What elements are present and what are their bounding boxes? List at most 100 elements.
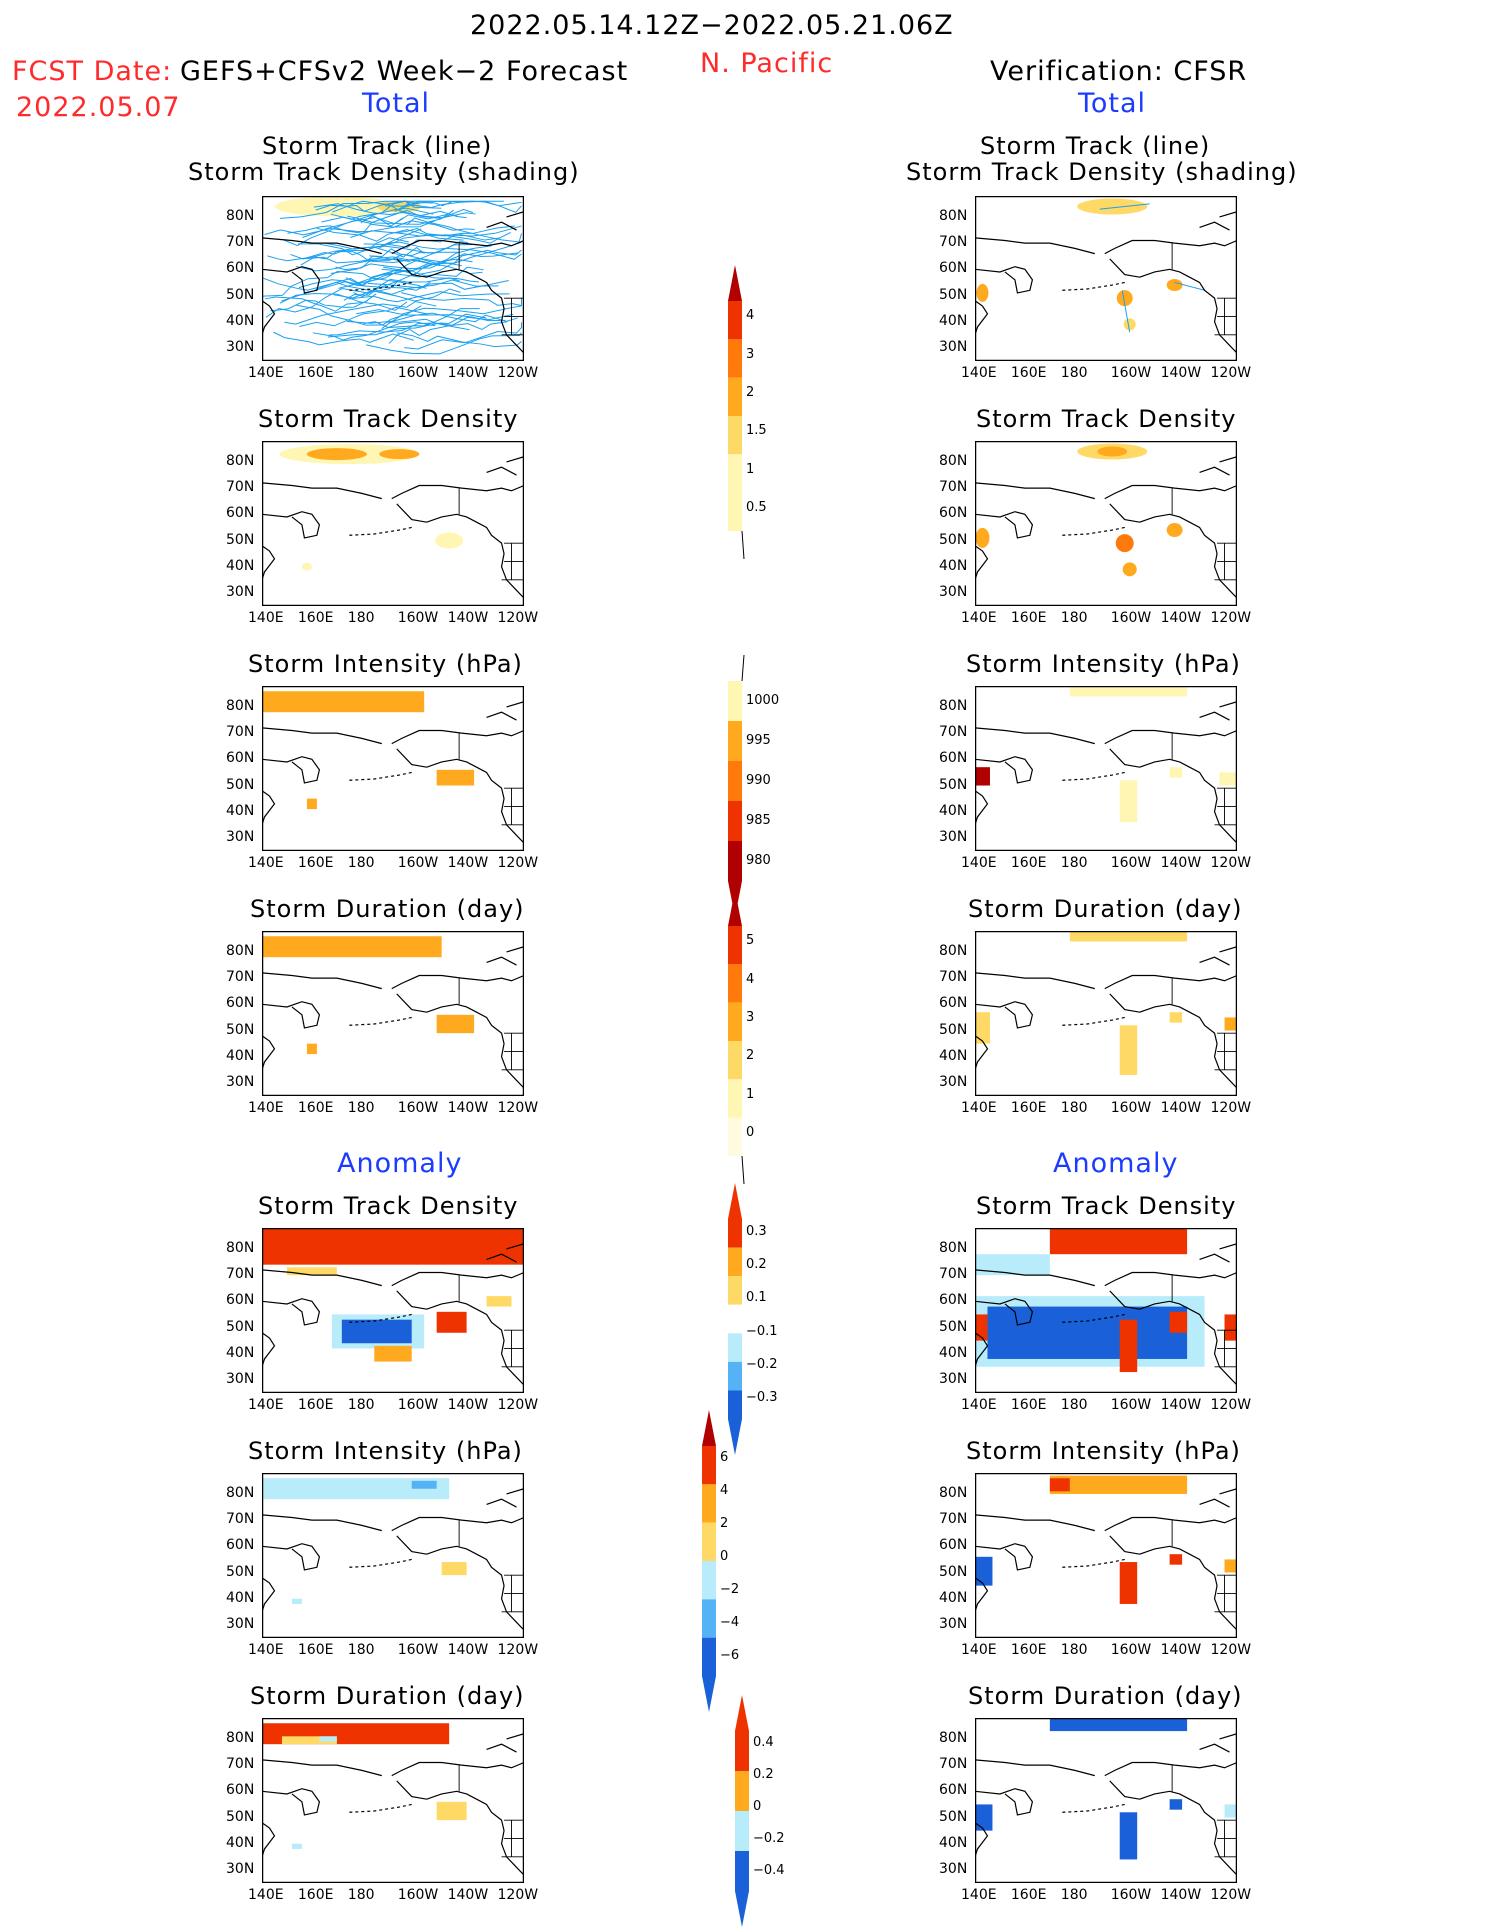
anom-cell <box>374 1345 412 1362</box>
anom-cell <box>436 1801 467 1821</box>
y-tick-label: 30N <box>939 1860 968 1877</box>
colorbar-segment <box>728 1304 742 1334</box>
map-frame <box>262 196 524 361</box>
map-frame <box>975 196 1237 361</box>
y-tick-label: 50N <box>226 1318 255 1335</box>
y-tick-label: 50N <box>939 1808 968 1825</box>
anom-cell <box>975 1254 1050 1276</box>
map-panel-R0 <box>975 196 1237 361</box>
y-tick-label: 40N <box>226 802 255 819</box>
density-fill <box>1122 562 1137 577</box>
density-fill <box>1115 534 1134 553</box>
y-tick-label: 80N <box>939 452 968 469</box>
intensity-cell <box>306 798 317 810</box>
x-tick-label: 140W <box>447 1100 489 1116</box>
colorbar-segment <box>735 1771 749 1811</box>
track-line <box>330 258 473 274</box>
y-tick-label: 40N <box>939 1047 968 1064</box>
y-tick-label: 30N <box>939 338 968 355</box>
y-tick-label: 40N <box>939 1589 968 1606</box>
map-panel-R1 <box>975 441 1237 606</box>
colorbar-tick-label: 4 <box>720 1483 729 1499</box>
track-line <box>290 237 409 260</box>
x-tick-label: 160E <box>1010 1887 1047 1903</box>
intensity-cell <box>1219 772 1237 786</box>
y-tick-label: 40N <box>939 557 968 574</box>
track-line <box>316 227 464 242</box>
colorbar-segment <box>728 721 742 761</box>
colorbar-segment <box>728 761 742 801</box>
colorbar-tick-label: −0.1 <box>746 1323 778 1339</box>
track-line <box>315 281 461 302</box>
colorbar-tick-label: 0 <box>753 1799 762 1814</box>
map-panel-L2 <box>262 686 524 851</box>
colorbar-segment <box>728 1390 742 1419</box>
x-tick-label: 140E <box>961 610 997 626</box>
y-tick-label: 30N <box>226 1370 255 1387</box>
x-tick-label: 160E <box>1010 610 1047 626</box>
x-tick-label: 120W <box>497 365 539 381</box>
x-tick-label: 140W <box>1160 610 1202 626</box>
y-tick-label: 50N <box>939 1021 968 1038</box>
track-line <box>381 312 518 329</box>
anom-cell <box>441 1562 467 1576</box>
x-tick-label: 140E <box>961 1397 997 1413</box>
x-tick-label: 140W <box>1160 1397 1202 1413</box>
anom-cell <box>1169 1554 1183 1565</box>
intensity-cell <box>975 767 990 786</box>
coastline <box>262 211 524 354</box>
fcst-date-label: FCST Date: <box>12 56 173 87</box>
x-tick-label: 180 <box>1060 855 1088 871</box>
map-frame <box>975 1718 1237 1883</box>
x-tick-label: 180 <box>347 365 375 381</box>
duration-cell <box>975 1012 990 1044</box>
colorbar-segment <box>702 1561 716 1600</box>
y-tick-label: 50N <box>939 776 968 793</box>
anom-cell <box>975 1556 993 1586</box>
anom-cell <box>291 1598 302 1604</box>
x-tick-label: 140E <box>248 365 284 381</box>
colorbar-segment <box>735 1811 749 1851</box>
track-line <box>356 305 522 315</box>
anom-cell <box>291 1843 302 1849</box>
x-tick-label: 180 <box>347 1397 375 1413</box>
colorbar-tick-label: 1 <box>746 1086 755 1102</box>
y-tick-label: 70N <box>226 479 255 496</box>
y-tick-label: 60N <box>226 995 255 1012</box>
colorbar-tick-label: 2 <box>746 384 755 400</box>
x-tick-label: 140E <box>248 1100 284 1116</box>
y-tick-label: 70N <box>939 1511 968 1528</box>
density-fill <box>435 532 464 549</box>
colorbar-tick-label: 4 <box>746 308 755 324</box>
anomaly-left-label: Anomaly <box>337 1148 463 1179</box>
map-panel-L1 <box>262 441 524 606</box>
colorbar-segment <box>728 1079 742 1118</box>
title-density-anom-left: Storm Track Density <box>258 1192 519 1220</box>
y-tick-label: 40N <box>939 802 968 819</box>
y-tick-label: 40N <box>939 1834 968 1851</box>
total-right-label: Total <box>1078 88 1147 119</box>
colorbar-density-anom: 0.3 0.2 0.1 −0.1 −0.2 −0.3 <box>728 1183 788 1459</box>
colorbar-tick-label: 2 <box>720 1516 729 1532</box>
x-tick-label: 140E <box>248 1642 284 1658</box>
y-tick-label: 70N <box>939 1266 968 1283</box>
track-line <box>305 256 440 267</box>
intensity-cell <box>1069 686 1188 697</box>
track-line <box>406 217 522 243</box>
anom-cell <box>436 1311 467 1333</box>
anomaly-right-label: Anomaly <box>1053 1148 1179 1179</box>
anom-cell <box>987 1306 1188 1359</box>
x-tick-label: 120W <box>497 1642 539 1658</box>
y-tick-label: 80N <box>939 1729 968 1746</box>
map-panel-R5 <box>975 1473 1237 1638</box>
colorbar-tick-label: 0.1 <box>746 1290 767 1306</box>
density-fill <box>1077 198 1148 215</box>
track-line <box>398 241 522 275</box>
colorbar-segment <box>702 1599 716 1638</box>
storm-tracks <box>1099 203 1205 333</box>
track-line <box>267 228 422 262</box>
colorbar-segment <box>728 377 742 416</box>
colorbar-segment <box>702 1522 716 1561</box>
duration-cell <box>436 1014 475 1034</box>
colorbar-segment <box>728 1219 742 1248</box>
